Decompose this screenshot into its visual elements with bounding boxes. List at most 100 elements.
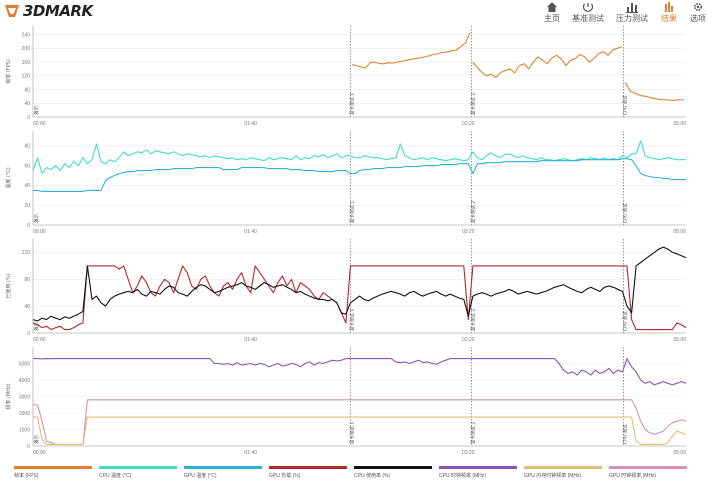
series-line — [624, 82, 684, 102]
legend-item[interactable]: CPU 时钟频率 (MHz) — [439, 466, 517, 480]
y-tick-label: 20 — [24, 203, 30, 209]
section-marker-label: CPU 测试 — [621, 203, 628, 223]
nav-home-label: 主页 — [544, 14, 560, 23]
legend-swatch — [184, 466, 262, 469]
series-line — [33, 158, 686, 192]
series-line — [33, 399, 687, 445]
y-axis-label: 帧率 (FPS) — [5, 59, 12, 84]
legend-item[interactable]: CPU 使用率 (%) — [354, 466, 432, 480]
section-marker-label: 演示 — [33, 435, 40, 444]
app-logo[interactable]: 3DMARK — [4, 2, 93, 20]
y-axis-label: 频率 (MHz) — [5, 383, 12, 409]
legend-swatch — [14, 466, 92, 469]
nav-options-label: 选项 — [690, 14, 706, 23]
x-tick-label: 03:20 — [462, 450, 475, 456]
legend-swatch — [99, 466, 177, 469]
3dmark-logo-icon — [5, 5, 19, 17]
results-icon — [665, 2, 673, 12]
legend-label: GPU 温度 (°C) — [184, 473, 217, 479]
series-line — [472, 46, 623, 79]
x-tick-label: 00:00 — [33, 450, 46, 456]
nav-home[interactable]: 主页 — [540, 0, 564, 26]
legend-item[interactable]: GPU 负载 (%) — [269, 466, 347, 480]
series-line — [32, 140, 686, 175]
nav-benchmarks[interactable]: 基准测试 — [570, 0, 606, 26]
x-tick-label: 01:40 — [244, 229, 257, 235]
y-tick-label: 2000 — [19, 411, 30, 417]
x-tick-label: 01:40 — [244, 337, 257, 343]
series-line — [351, 32, 471, 69]
logo-text: 3DMARK — [23, 2, 93, 20]
legend-label: GPU 负载 (%) — [269, 473, 301, 479]
section-marker-label: 显卡测试 1 — [349, 309, 356, 331]
section-marker-label: 显卡测试 2 — [469, 201, 476, 223]
y-axis-label: 已使用 (%) — [5, 273, 12, 298]
legend-label: CPU 温度 (°C) — [99, 473, 132, 479]
x-tick-label: 01:40 — [244, 450, 257, 456]
legend-label: CPU 时钟频率 (MHz) — [439, 473, 486, 479]
stopwatch-icon — [582, 3, 594, 12]
series-line — [33, 358, 687, 386]
section-marker-label: 显卡测试 1 — [349, 422, 356, 444]
x-tick-label: 00:00 — [33, 337, 46, 343]
y-tick-label: 1000 — [19, 427, 30, 433]
section-marker-label: 显卡测试 2 — [469, 309, 476, 331]
bar-chart-icon — [626, 3, 638, 13]
x-tick-label: 05:00 — [673, 450, 686, 456]
y-tick-label: 80 — [24, 277, 30, 283]
x-tick-label: 01:40 — [244, 121, 257, 127]
series-line — [32, 265, 687, 331]
legend-swatch — [524, 466, 602, 469]
x-tick-label: 00:00 — [33, 229, 46, 235]
y-tick-label: 160 — [22, 60, 31, 66]
section-marker-label: CPU 测试 — [621, 311, 628, 331]
y-tick-label: 60 — [24, 163, 30, 169]
section-marker-label: 演示 — [33, 214, 40, 223]
section-marker-label: 显卡测试 1 — [349, 93, 356, 115]
series-line — [33, 416, 687, 445]
section-marker-label: CPU 测试 — [621, 95, 628, 115]
section-marker-label: 显卡测试 1 — [349, 201, 356, 223]
section-marker-label: 显卡测试 2 — [469, 93, 476, 115]
x-tick-label: 03:20 — [462, 229, 475, 235]
legend-label: CPU 使用率 (%) — [354, 473, 391, 479]
y-tick-label: 4000 — [19, 378, 30, 384]
section-marker-label: 演示 — [33, 106, 40, 115]
y-tick-label: 0 — [27, 444, 30, 450]
y-tick-label: 120 — [22, 74, 31, 80]
y-tick-label: 40 — [24, 101, 30, 107]
y-tick-label: 40 — [24, 304, 30, 310]
nav-results-label: 结果 — [661, 14, 677, 23]
legend-swatch — [354, 466, 432, 469]
nav-results[interactable]: 结果 — [656, 0, 682, 26]
legend-item[interactable]: 帧率 (FPS) — [14, 466, 92, 480]
legend-item[interactable]: GPU 温度 (°C) — [184, 466, 262, 480]
y-tick-label: 80 — [24, 87, 30, 93]
y-tick-label: 80 — [24, 144, 30, 150]
y-tick-label: 240 — [22, 32, 31, 38]
top-navigation-bar: 3DMARK 主页 基准测试 压力测试 结果 — [0, 0, 720, 26]
y-tick-label: 0 — [27, 331, 30, 337]
x-tick-label: 05:00 — [673, 121, 686, 127]
nav-stress-tests[interactable]: 压力测试 — [614, 0, 650, 26]
legend-item[interactable]: GPU 时钟频率 (MHz) — [609, 466, 687, 480]
x-tick-label: 05:00 — [673, 229, 686, 235]
nav-stress-tests-label: 压力测试 — [616, 14, 648, 23]
legend-item[interactable]: GPU 内存时钟频率 (MHz) — [524, 466, 602, 480]
y-tick-label: 5000 — [19, 361, 30, 367]
legend-label: GPU 时钟频率 (MHz) — [609, 473, 657, 479]
gear-icon — [694, 2, 703, 12]
home-icon — [547, 2, 557, 12]
y-tick-label: 40 — [24, 183, 30, 189]
section-marker-label: 显卡测试 2 — [469, 422, 476, 444]
y-tick-label: 200 — [22, 46, 31, 52]
legend-swatch — [609, 466, 687, 469]
y-tick-label: 0 — [27, 115, 30, 121]
nav-benchmarks-label: 基准测试 — [572, 14, 604, 23]
legend-item[interactable]: CPU 温度 (°C) — [99, 466, 177, 480]
series-line — [32, 246, 687, 322]
legend-swatch — [439, 466, 517, 469]
nav-options[interactable]: 选项 — [686, 0, 710, 26]
x-tick-label: 05:00 — [673, 337, 686, 343]
